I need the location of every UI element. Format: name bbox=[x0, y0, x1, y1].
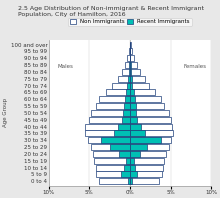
Bar bbox=[130, 83, 149, 89]
Bar bbox=[129, 48, 130, 54]
Bar bbox=[130, 158, 164, 164]
Bar bbox=[130, 171, 162, 177]
Bar bbox=[91, 110, 130, 116]
Bar bbox=[130, 130, 145, 136]
Bar bbox=[124, 103, 130, 109]
Bar bbox=[130, 76, 145, 82]
Bar bbox=[124, 165, 130, 171]
Bar bbox=[130, 110, 169, 116]
Bar bbox=[130, 103, 164, 109]
Bar bbox=[96, 171, 130, 177]
Bar bbox=[130, 69, 141, 75]
Bar bbox=[125, 62, 130, 68]
Bar bbox=[130, 144, 147, 150]
Bar bbox=[130, 76, 132, 82]
Bar bbox=[121, 171, 130, 177]
Bar bbox=[130, 130, 173, 136]
Bar bbox=[130, 171, 137, 177]
Bar bbox=[130, 151, 141, 157]
Bar bbox=[112, 83, 130, 89]
Bar bbox=[89, 117, 130, 123]
Bar bbox=[130, 83, 132, 89]
Text: Males: Males bbox=[57, 64, 73, 69]
Bar bbox=[130, 137, 170, 143]
Bar bbox=[130, 69, 131, 75]
Bar bbox=[130, 96, 135, 102]
Bar bbox=[91, 144, 130, 150]
Bar bbox=[119, 151, 130, 157]
Bar bbox=[99, 178, 130, 184]
Bar bbox=[130, 89, 134, 95]
Bar bbox=[130, 178, 159, 184]
Bar bbox=[130, 42, 131, 48]
Bar bbox=[130, 117, 170, 123]
Bar bbox=[88, 137, 130, 143]
Bar bbox=[130, 48, 132, 54]
Bar bbox=[122, 69, 130, 75]
Bar bbox=[130, 144, 169, 150]
Bar bbox=[101, 137, 130, 143]
Bar bbox=[130, 110, 136, 116]
Bar bbox=[110, 144, 130, 150]
Bar bbox=[96, 165, 130, 171]
Bar bbox=[130, 165, 135, 171]
Bar bbox=[128, 76, 130, 82]
Bar bbox=[130, 62, 137, 68]
Bar bbox=[126, 158, 130, 164]
Bar bbox=[130, 158, 134, 164]
Bar bbox=[130, 124, 172, 130]
Bar bbox=[99, 96, 130, 102]
Bar bbox=[128, 55, 130, 61]
Bar bbox=[128, 178, 130, 184]
Bar bbox=[114, 130, 130, 136]
Bar bbox=[96, 103, 130, 109]
Bar bbox=[118, 124, 130, 130]
Bar bbox=[129, 62, 130, 68]
Bar bbox=[129, 69, 130, 75]
Bar bbox=[130, 96, 161, 102]
Legend: Non Immigrants, Recent Immigrants: Non Immigrants, Recent Immigrants bbox=[68, 18, 192, 26]
Text: 2.5 Age Distribution of Non-immigrant & Recent Immigrant Population, City of Ham: 2.5 Age Distribution of Non-immigrant & … bbox=[18, 6, 204, 17]
Bar bbox=[123, 110, 130, 116]
Y-axis label: Age Group: Age Group bbox=[3, 98, 8, 128]
Bar bbox=[130, 124, 141, 130]
Bar bbox=[130, 178, 132, 184]
Bar bbox=[130, 55, 134, 61]
Bar bbox=[130, 151, 166, 157]
Bar bbox=[130, 89, 155, 95]
Bar bbox=[118, 76, 130, 82]
Bar bbox=[130, 62, 131, 68]
Bar bbox=[85, 130, 130, 136]
Bar bbox=[128, 83, 130, 89]
Bar bbox=[130, 137, 161, 143]
Bar bbox=[126, 89, 130, 95]
Bar bbox=[130, 103, 136, 109]
Bar bbox=[130, 165, 163, 171]
Bar bbox=[85, 124, 130, 130]
Bar bbox=[94, 158, 130, 164]
Bar bbox=[125, 96, 130, 102]
Bar bbox=[106, 89, 130, 95]
Text: Females: Females bbox=[183, 64, 206, 69]
Bar bbox=[122, 117, 130, 123]
Bar bbox=[93, 151, 130, 157]
Bar bbox=[130, 117, 137, 123]
